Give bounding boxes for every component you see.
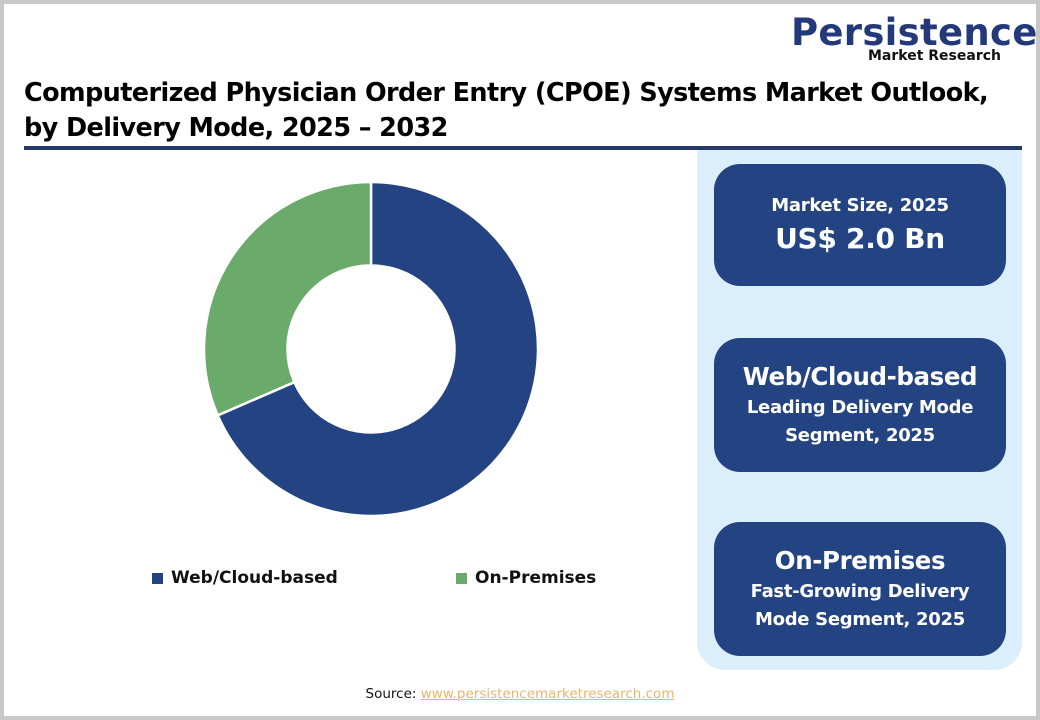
legend-item-on-premises: On-Premises <box>456 568 596 588</box>
fast-growing-segment-desc-2: Mode Segment, 2025 <box>755 609 965 630</box>
fast-growing-segment-card: On-Premises Fast-Growing Delivery Mode S… <box>714 522 1006 656</box>
legend-item-web-cloud: Web/Cloud-based <box>152 568 338 588</box>
leading-segment-desc-1: Leading Delivery Mode <box>746 397 974 418</box>
legend-swatch-on-premises <box>456 572 467 584</box>
market-size-label: Market Size, 2025 <box>771 195 949 216</box>
chart-title-line-2: by Delivery Mode, 2025 – 2032 <box>24 113 448 143</box>
logo-main-text: Persistence <box>791 11 1038 54</box>
leading-segment-name: Web/Cloud-based <box>742 362 978 391</box>
market-size-card: Market Size, 2025 US$ 2.0 Bn <box>714 164 1006 286</box>
chart-title-line-1: Computerized Physician Order Entry (CPOE… <box>24 78 989 108</box>
donut-chart-svg <box>202 180 540 518</box>
persistence-logo: Persistence Market Research <box>787 12 1037 68</box>
leading-segment-card: Web/Cloud-based Leading Delivery Mode Se… <box>714 338 1006 472</box>
donut-slice-on-premises <box>202 180 373 417</box>
chart-legend: Web/Cloud-based On-Premises <box>152 568 612 592</box>
fast-growing-segment-desc-1: Fast-Growing Delivery <box>750 581 970 602</box>
market-size-value: US$ 2.0 Bn <box>775 222 945 255</box>
source-note: Source: www.persistencemarketresearch.co… <box>0 686 1040 702</box>
source-label: Source: <box>365 686 417 702</box>
title-divider <box>24 146 1022 150</box>
legend-swatch-web-cloud <box>152 572 163 584</box>
chart-title: Computerized Physician Order Entry (CPOE… <box>24 76 1004 146</box>
fast-growing-segment-name: On-Premises <box>774 546 946 575</box>
donut-chart <box>190 170 560 540</box>
donut-slice-web-cloud-based <box>216 180 540 518</box>
logo-sub-text: Market Research <box>868 48 1001 64</box>
leading-segment-desc-2: Segment, 2025 <box>785 425 935 446</box>
key-insights-panel: Market Size, 2025 US$ 2.0 Bn Web/Cloud-b… <box>697 150 1022 670</box>
legend-label-web-cloud: Web/Cloud-based <box>171 568 338 588</box>
legend-label-on-premises: On-Premises <box>475 568 597 588</box>
source-link[interactable]: www.persistencemarketresearch.com <box>420 686 675 702</box>
